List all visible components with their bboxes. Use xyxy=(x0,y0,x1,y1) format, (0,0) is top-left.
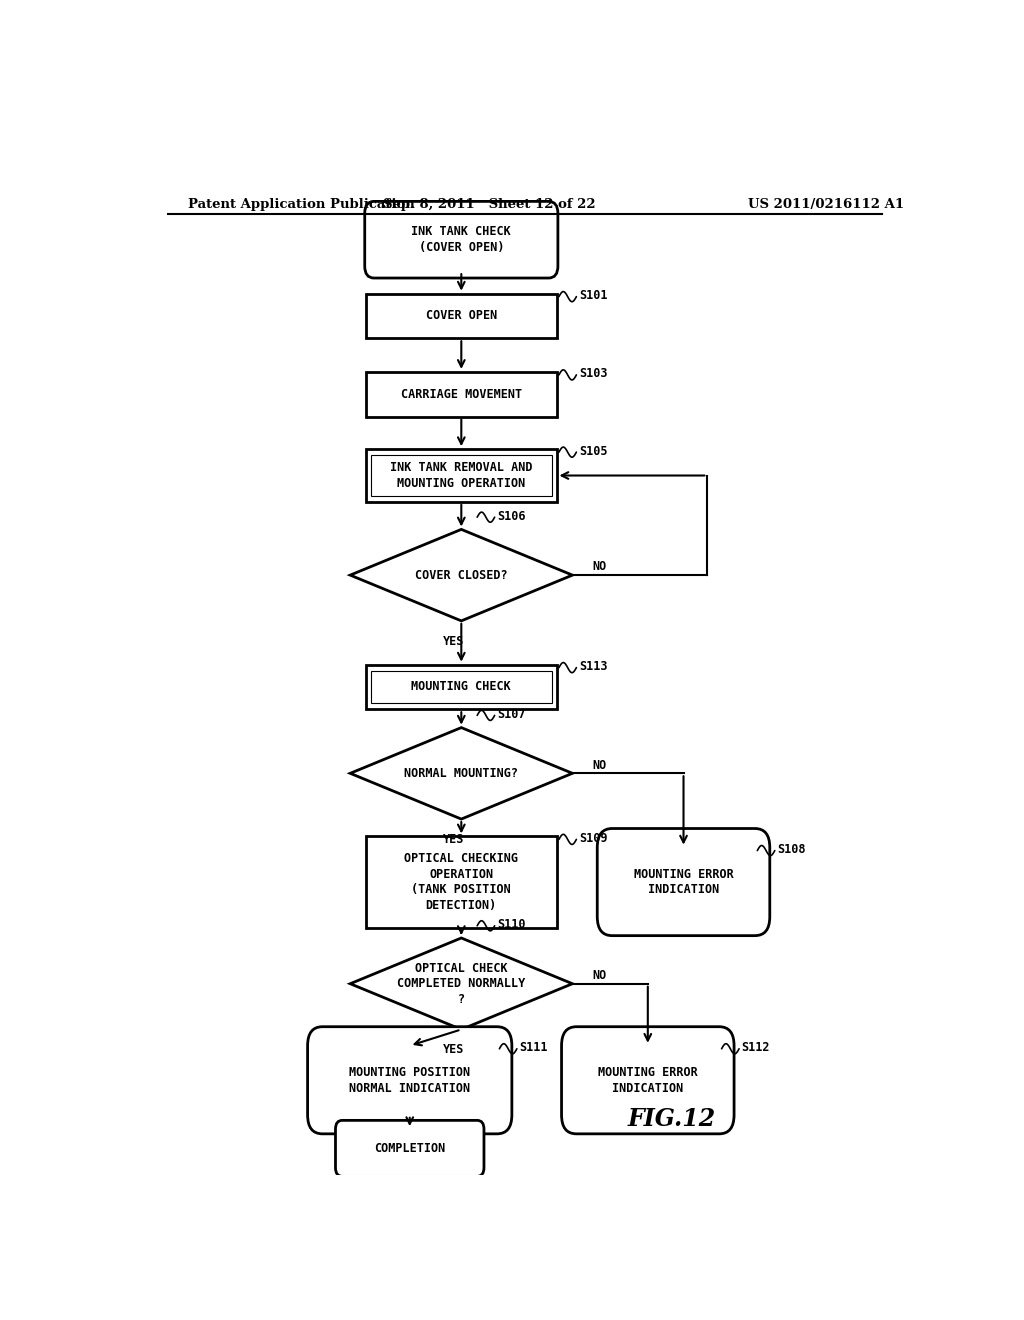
Text: MOUNTING ERROR
INDICATION: MOUNTING ERROR INDICATION xyxy=(598,1067,697,1094)
Text: S109: S109 xyxy=(579,832,607,845)
Text: YES: YES xyxy=(442,1043,464,1056)
Text: NO: NO xyxy=(592,561,606,573)
Text: YES: YES xyxy=(442,833,464,846)
Text: S105: S105 xyxy=(579,445,607,458)
Text: OPTICAL CHECKING
OPERATION
(TANK POSITION
DETECTION): OPTICAL CHECKING OPERATION (TANK POSITIO… xyxy=(404,853,518,912)
Text: S101: S101 xyxy=(579,289,607,302)
FancyBboxPatch shape xyxy=(336,1121,484,1176)
Text: FIG.12: FIG.12 xyxy=(628,1107,716,1131)
Text: US 2011/0216112 A1: US 2011/0216112 A1 xyxy=(749,198,904,211)
FancyBboxPatch shape xyxy=(365,202,558,279)
Text: MOUNTING ERROR
INDICATION: MOUNTING ERROR INDICATION xyxy=(634,867,733,896)
Text: S107: S107 xyxy=(497,708,525,721)
FancyBboxPatch shape xyxy=(307,1027,512,1134)
Text: S110: S110 xyxy=(497,919,525,932)
Text: NORMAL MOUNTING?: NORMAL MOUNTING? xyxy=(404,767,518,780)
FancyBboxPatch shape xyxy=(561,1027,734,1134)
Text: NO: NO xyxy=(592,969,606,982)
Text: COVER CLOSED?: COVER CLOSED? xyxy=(415,569,508,582)
Text: COMPLETION: COMPLETION xyxy=(374,1142,445,1155)
Bar xyxy=(367,293,557,338)
Text: NO: NO xyxy=(592,759,606,772)
Bar xyxy=(367,449,557,502)
Text: INK TANK REMOVAL AND
MOUNTING OPERATION: INK TANK REMOVAL AND MOUNTING OPERATION xyxy=(390,461,532,490)
Text: S113: S113 xyxy=(579,660,607,673)
Bar xyxy=(367,664,557,709)
Text: CARRIAGE MOVEMENT: CARRIAGE MOVEMENT xyxy=(400,388,522,401)
Text: S111: S111 xyxy=(519,1041,548,1055)
Bar xyxy=(367,372,557,417)
Bar xyxy=(367,837,557,928)
Text: INK TANK CHECK
(COVER OPEN): INK TANK CHECK (COVER OPEN) xyxy=(412,226,511,253)
Text: OPTICAL CHECK
COMPLETED NORMALLY
?: OPTICAL CHECK COMPLETED NORMALLY ? xyxy=(397,962,525,1006)
Polygon shape xyxy=(350,529,572,620)
Text: S106: S106 xyxy=(497,510,525,523)
Text: Patent Application Publication: Patent Application Publication xyxy=(187,198,415,211)
Text: YES: YES xyxy=(442,635,464,648)
Text: MOUNTING CHECK: MOUNTING CHECK xyxy=(412,680,511,693)
Text: COVER OPEN: COVER OPEN xyxy=(426,309,497,322)
FancyBboxPatch shape xyxy=(597,829,770,936)
Polygon shape xyxy=(350,727,572,818)
Text: S103: S103 xyxy=(579,367,607,380)
Bar xyxy=(371,455,552,496)
Bar xyxy=(371,671,552,704)
Text: S108: S108 xyxy=(777,843,806,857)
Text: S112: S112 xyxy=(741,1041,770,1055)
Text: MOUNTING POSITION
NORMAL INDICATION: MOUNTING POSITION NORMAL INDICATION xyxy=(349,1067,470,1094)
Polygon shape xyxy=(350,939,572,1030)
Text: Sep. 8, 2011   Sheet 12 of 22: Sep. 8, 2011 Sheet 12 of 22 xyxy=(383,198,595,211)
